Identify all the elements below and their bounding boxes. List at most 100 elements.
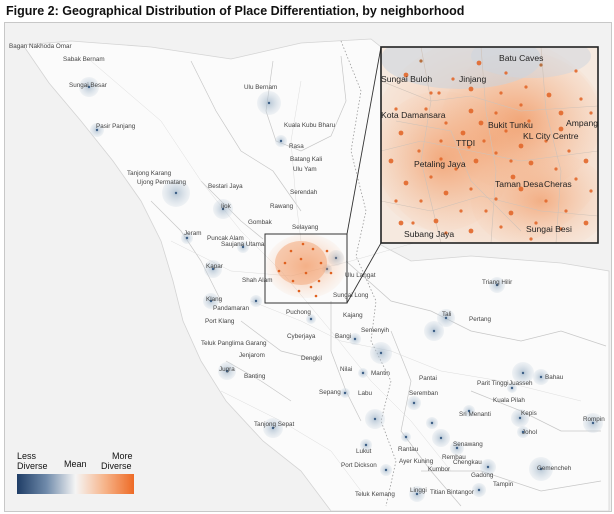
inset-map-kuala-lumpur: Batu Caves Sungai Buloh Jinjang Kota Damans… [380, 46, 599, 244]
place-label-labu: Labu [358, 390, 373, 397]
neighborhood-point [521, 430, 525, 434]
legend-low-label-1: Less [17, 451, 37, 461]
neighborhood-point-high [309, 285, 313, 289]
neighborhood-point [254, 299, 258, 303]
inset-neighborhood-point [469, 187, 473, 191]
place-label-sungai-besar: Sungai Besar [69, 82, 107, 89]
neighborhood-point [211, 267, 215, 271]
place-label-cyberjaya: Cyberjaya [287, 333, 316, 340]
inset-neighborhood-point [484, 209, 488, 213]
place-labels: Bagan Nakhoda Omar Sabak Bernam Sungai Bes… [9, 43, 605, 498]
neighborhood-point-high [297, 289, 301, 293]
neighborhood-point [373, 417, 377, 421]
neighborhood-point [412, 401, 416, 405]
inset-neighborhood-point [476, 60, 482, 66]
neighborhood-point [271, 426, 275, 430]
inset-neighborhood-point [589, 189, 593, 193]
inset-neighborhood-point [429, 91, 433, 95]
inset-neighborhood-point [583, 220, 589, 226]
inset-neighborhood-point [539, 63, 543, 67]
neighborhood-point [343, 391, 347, 395]
inset-neighborhood-point [419, 199, 423, 203]
inset-neighborhood-point [443, 190, 449, 196]
inset-label-taman-desa: Taman Desa [495, 179, 543, 189]
neighborhood-point-high [291, 279, 295, 283]
neighborhood-point-high [301, 242, 305, 246]
place-label-puncak-alam: Puncak Alam [207, 235, 244, 242]
inset-neighborhood-point [567, 149, 571, 153]
inset-neighborhood-point [589, 111, 593, 115]
neighborhood-point [415, 492, 419, 496]
place-label-seremban: Seremban [409, 390, 439, 397]
place-label-bagan-nakhoda-omar: Bagan Nakhoda Omar [9, 43, 72, 50]
inset-neighborhood-point [527, 119, 531, 123]
inset-neighborhood-point [468, 108, 474, 114]
neighborhood-point [510, 386, 514, 390]
inset-label-ampang: Ampang [566, 118, 598, 128]
place-label-kepis: Kepis [521, 410, 537, 417]
place-label-ijok: Ijok [221, 203, 232, 210]
inset-label-subang-jaya: Subang Jaya [404, 229, 454, 239]
place-label-pantai: Pantai [419, 375, 437, 382]
place-label-banting: Banting [244, 373, 266, 380]
place-label-juasseh: Juasseh [509, 380, 533, 387]
place-label-bestari-jaya: Bestari Jaya [208, 183, 243, 190]
inset-label-sungai-buloh: Sungai Buloh [381, 74, 432, 84]
place-label-gombak: Gombak [248, 219, 273, 226]
legend-gradient-bar [17, 474, 134, 494]
place-label-kapar: Kapar [206, 263, 223, 270]
inset-label-cheras: Cheras [544, 179, 572, 189]
neighborhood-point [432, 329, 436, 333]
inset-neighborhood-point [460, 130, 466, 136]
inset-neighborhood-point [403, 180, 409, 186]
neighborhood-point-high [304, 271, 308, 275]
neighborhood-markers-low-diversity [79, 77, 603, 502]
place-label-ulu-bernam: Ulu Bernam [244, 84, 277, 91]
place-label-batang-kali: Batang Kali [290, 156, 322, 163]
neighborhood-point [361, 371, 365, 375]
neighborhood-point [477, 488, 481, 492]
neighborhood-point [364, 443, 368, 447]
inset-neighborhood-point [558, 110, 564, 116]
inset-neighborhood-point [468, 228, 474, 234]
inset-neighborhood-point [424, 107, 428, 111]
inset-label-bukit-tunku: Bukit Tunku [488, 120, 533, 130]
inset-neighborhood-point [439, 157, 443, 161]
neighborhood-point [87, 85, 91, 89]
neighborhood-point [591, 421, 595, 425]
place-label-sepang: Sepang [319, 389, 341, 396]
inset-neighborhood-point [451, 77, 455, 81]
legend-high-label-1: More [112, 451, 133, 461]
place-label-gadong: Gadong [471, 472, 494, 479]
inset-neighborhood-point [473, 158, 479, 164]
place-label-kuala-pilah: Kuala Pilah [493, 397, 525, 404]
place-label-chengkau: Chengkau [453, 459, 482, 466]
place-label-senawang: Senawang [453, 441, 483, 448]
place-label-kumbor: Kumbor [428, 466, 450, 473]
inset-neighborhood-point [508, 210, 514, 216]
place-label-mantin: Mantin [371, 370, 390, 377]
inset-neighborhood-point [574, 69, 578, 73]
kl-diversity-core [275, 241, 327, 285]
place-label-port-klang: Port Klang [205, 318, 235, 325]
inset-neighborhood-point [559, 227, 563, 231]
place-label-ujong-permatang: Ujong Permatang [137, 179, 187, 186]
inset-neighborhood-point [510, 174, 516, 180]
place-label-ulu-langat: Ulu Langat [345, 272, 376, 279]
neighborhood-point [379, 351, 383, 355]
inset-neighborhood-point [499, 225, 503, 229]
inset-neighborhood-point [411, 221, 415, 225]
inset-neighborhood-point [544, 199, 548, 203]
place-label-nilai: Nilai [340, 366, 352, 373]
district-boundaries [150, 55, 607, 507]
inset-neighborhood-point [417, 149, 421, 153]
neighborhood-point [518, 416, 522, 420]
inset-neighborhood-point [437, 91, 441, 95]
place-label-titian-bintangor: Titian Bintangor [430, 489, 474, 496]
inset-neighborhood-point [439, 139, 443, 143]
neighborhood-point-high [311, 247, 315, 251]
neighborhood-point-high [299, 257, 303, 261]
place-label-serendah: Serendah [290, 189, 318, 196]
place-label-sri-menanti: Sri Menanti [459, 411, 491, 418]
inset-neighborhood-point [478, 120, 484, 126]
